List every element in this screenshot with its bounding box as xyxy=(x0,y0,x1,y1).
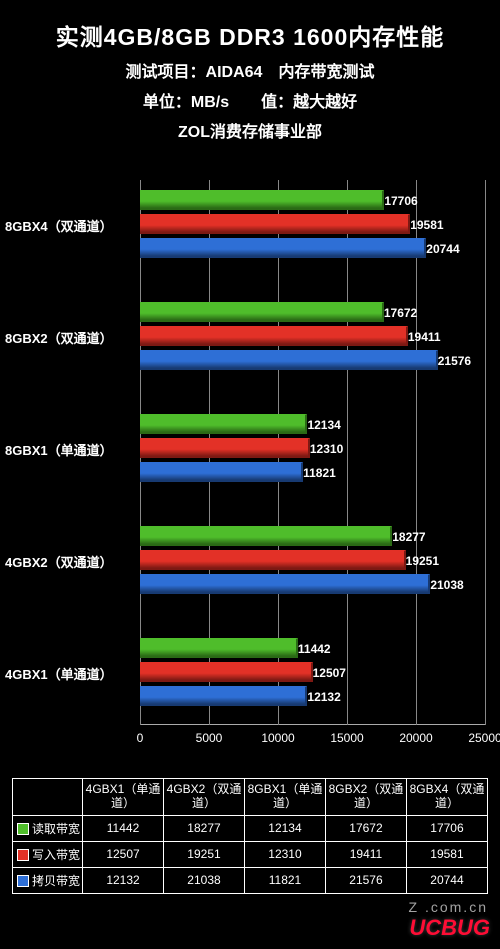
bar-read: 17706 xyxy=(140,190,384,210)
category-label: 4GBX2（双通道） xyxy=(5,552,135,571)
category-label: 8GBX4（双通道） xyxy=(5,216,135,235)
bar-value-label: 12310 xyxy=(310,439,358,459)
category-label: 4GBX1（单通道） xyxy=(5,664,135,683)
table-cell: 20744 xyxy=(406,867,487,893)
table-cell: 18277 xyxy=(164,815,245,841)
bar-write: 12507 xyxy=(140,662,313,682)
bar-copy: 11821 xyxy=(140,462,303,482)
table-header-row: 4GBX1（单通道）4GBX2（双通道）8GBX1（单通道）8GBX2（双通道）… xyxy=(13,779,488,816)
chart-header: 实测4GB/8GB DDR3 1600内存性能 测试项目：AIDA64 内存带宽… xyxy=(0,0,500,142)
table-column-header: 8GBX1（单通道） xyxy=(244,779,325,816)
table-cell: 21038 xyxy=(164,867,245,893)
legend-label: 读取带宽 xyxy=(32,822,80,836)
table-cell: 11442 xyxy=(83,815,164,841)
watermark-sub: Z .com.cn xyxy=(409,899,488,915)
table-cell: 11821 xyxy=(244,867,325,893)
category-label: 8GBX2（双通道） xyxy=(5,328,135,347)
bar-copy: 21576 xyxy=(140,350,438,370)
table-cell: 17706 xyxy=(406,815,487,841)
table-row: 写入带宽1250719251123101941119581 xyxy=(13,841,488,867)
table-column-header: 4GBX2（双通道） xyxy=(164,779,245,816)
x-axis-line xyxy=(140,724,485,725)
bar-group: 4GBX1（单通道）114421250712132 xyxy=(140,638,485,706)
table-cell: 12310 xyxy=(244,841,325,867)
x-tick-label: 15000 xyxy=(330,731,363,745)
bar-value-label: 12132 xyxy=(307,687,355,707)
bar-read: 18277 xyxy=(140,526,392,546)
bar-group: 8GBX4（双通道）177061958120744 xyxy=(140,190,485,258)
chart-subtitle-3: ZOL消费存储事业部 xyxy=(0,118,500,142)
table-cell: 19581 xyxy=(406,841,487,867)
bar-group: 8GBX1（单通道）121341231011821 xyxy=(140,414,485,482)
data-table: 4GBX1（单通道）4GBX2（双通道）8GBX1（单通道）8GBX2（双通道）… xyxy=(12,778,488,894)
x-tick-label: 20000 xyxy=(399,731,432,745)
table-cell: 12507 xyxy=(83,841,164,867)
legend-label: 写入带宽 xyxy=(32,848,80,862)
x-tick-label: 5000 xyxy=(196,731,223,745)
plot-area: 05000100001500020000250008GBX4（双通道）17706… xyxy=(140,180,485,725)
table-header-blank xyxy=(13,779,83,816)
bar-write: 19251 xyxy=(140,550,406,570)
table-cell: 19251 xyxy=(164,841,245,867)
bar-value-label: 19251 xyxy=(406,551,454,571)
bar-value-label: 17672 xyxy=(384,303,432,323)
gridline xyxy=(485,180,486,725)
bar-read: 12134 xyxy=(140,414,307,434)
bar-write: 19581 xyxy=(140,214,410,234)
bar-value-label: 19411 xyxy=(408,327,456,347)
watermark: UCBUG xyxy=(409,915,490,941)
bar-value-label: 21038 xyxy=(430,575,478,595)
table-cell: 17672 xyxy=(325,815,406,841)
table-column-header: 4GBX1（单通道） xyxy=(83,779,164,816)
legend-swatch xyxy=(17,875,29,887)
table-cell: 12134 xyxy=(244,815,325,841)
bar-value-label: 12134 xyxy=(307,415,355,435)
bar-copy: 21038 xyxy=(140,574,430,594)
legend-swatch xyxy=(17,823,29,835)
bar-copy: 20744 xyxy=(140,238,426,258)
bar-write: 12310 xyxy=(140,438,310,458)
category-label: 8GBX1（单通道） xyxy=(5,440,135,459)
bar-value-label: 17706 xyxy=(384,191,432,211)
bar-chart: 0 5000 10000 15000 20000 25000 8GBX4（双通道） 17706… xyxy=(0,180,500,760)
chart-title: 实测4GB/8GB DDR3 1600内存性能 xyxy=(0,18,500,52)
bar-write: 19411 xyxy=(140,326,408,346)
legend-swatch xyxy=(17,849,29,861)
bar-value-label: 19581 xyxy=(410,215,458,235)
bar-group: 8GBX2（双通道）176721941121576 xyxy=(140,302,485,370)
legend-label: 拷贝带宽 xyxy=(32,874,80,888)
x-tick-label: 10000 xyxy=(261,731,294,745)
bar-value-label: 18277 xyxy=(392,527,440,547)
chart-subtitle-2: 单位：MB/s 值：越大越好 xyxy=(0,88,500,112)
table-column-header: 8GBX2（双通道） xyxy=(325,779,406,816)
bar-copy: 12132 xyxy=(140,686,307,706)
table-cell: 12132 xyxy=(83,867,164,893)
legend-cell: 读取带宽 xyxy=(13,815,83,841)
table-cell: 19411 xyxy=(325,841,406,867)
x-tick-label: 0 xyxy=(137,731,144,745)
bar-group: 4GBX2（双通道）182771925121038 xyxy=(140,526,485,594)
table-cell: 21576 xyxy=(325,867,406,893)
legend-cell: 拷贝带宽 xyxy=(13,867,83,893)
bar-value-label: 20744 xyxy=(426,239,474,259)
chart-subtitle-1: 测试项目：AIDA64 内存带宽测试 xyxy=(0,58,500,82)
table-row: 读取带宽1144218277121341767217706 xyxy=(13,815,488,841)
bar-read: 11442 xyxy=(140,638,298,658)
bar-value-label: 12507 xyxy=(313,663,361,683)
table-column-header: 8GBX4（双通道） xyxy=(406,779,487,816)
legend-cell: 写入带宽 xyxy=(13,841,83,867)
bar-value-label: 21576 xyxy=(438,351,486,371)
x-tick-label: 25000 xyxy=(468,731,500,745)
bar-value-label: 11442 xyxy=(298,639,346,659)
bar-read: 17672 xyxy=(140,302,384,322)
table-row: 拷贝带宽1213221038118212157620744 xyxy=(13,867,488,893)
bar-value-label: 11821 xyxy=(303,463,351,483)
